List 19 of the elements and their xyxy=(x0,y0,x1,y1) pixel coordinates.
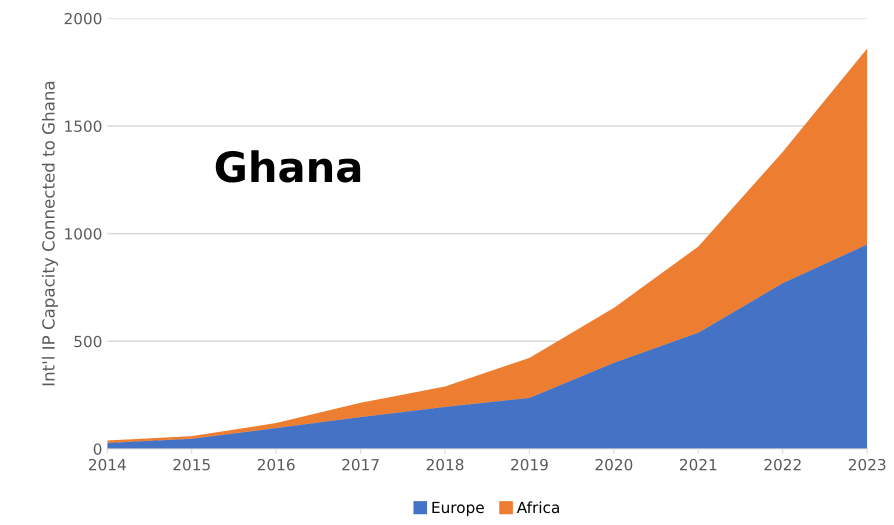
x-tick-label: 2022 xyxy=(764,458,801,470)
annotation: Ghana xyxy=(216,150,360,183)
x-tick-label: 2014 xyxy=(88,458,126,470)
x-tick-label: 2016 xyxy=(258,458,295,470)
y-tick-label: 500 xyxy=(74,336,102,348)
y-tick-label: 2000 xyxy=(64,12,102,24)
legend-label: Europe xyxy=(432,502,484,516)
x-tick-label: 2020 xyxy=(596,458,632,470)
x-tick-label: 2018 xyxy=(426,458,464,470)
y-axis-title: Int'l IP Capacity Connected to Ghana xyxy=(42,82,58,386)
x-tick-label: 2015 xyxy=(173,458,210,470)
x-tick-label: 2021 xyxy=(680,458,716,470)
y-tick-label: 1000 xyxy=(65,228,102,240)
x-tick-label: 2023 xyxy=(848,458,886,470)
y-tick-label: 0 xyxy=(94,443,102,455)
y-tick-label: 1500 xyxy=(65,120,102,132)
x-tick-label: 2017 xyxy=(342,458,379,470)
legend-label: Africa xyxy=(516,501,559,514)
x-tick-label: 2019 xyxy=(511,458,548,470)
